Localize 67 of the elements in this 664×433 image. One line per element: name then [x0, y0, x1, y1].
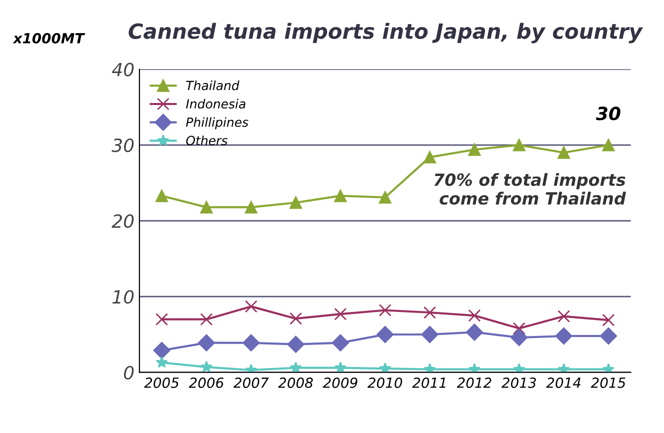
legend-label: Thailand [186, 80, 240, 90]
point [558, 363, 570, 372]
point [468, 309, 481, 322]
y-tick-label: 20 [112, 214, 134, 228]
y-tick-label: 30 [112, 138, 134, 152]
point [424, 363, 436, 372]
point [468, 363, 480, 372]
point [600, 327, 618, 345]
point [378, 304, 392, 316]
point [200, 200, 213, 214]
chart-title: Canned tuna imports into Japan, by country [128, 22, 644, 44]
x-tick-label: 2015 [590, 377, 626, 388]
point [512, 138, 526, 152]
point [558, 146, 570, 159]
y-tick-label: 0 [124, 366, 134, 380]
x-tick-label: 2008 [278, 377, 313, 388]
point [290, 312, 302, 325]
y-tick-label: 40 [112, 62, 134, 76]
point [244, 300, 258, 313]
point [378, 191, 392, 204]
point [334, 362, 346, 372]
x-tick-label: 2005 [144, 377, 179, 388]
x-tick-label: 2013 [502, 377, 536, 388]
point [376, 326, 394, 344]
point [602, 314, 615, 326]
x-tick-label: 2014 [546, 377, 580, 388]
point [156, 313, 168, 326]
point [156, 190, 168, 202]
legend-label: Indonesia [186, 98, 246, 109]
point [558, 310, 570, 323]
point [244, 200, 258, 214]
point [512, 322, 526, 335]
point [513, 363, 526, 372]
point [200, 313, 213, 326]
annotation: 30 [596, 106, 620, 120]
point [466, 324, 484, 341]
point [334, 190, 347, 202]
point [421, 326, 438, 344]
point [424, 306, 436, 319]
point [468, 143, 481, 156]
x-tick-label: 2012 [456, 377, 492, 388]
y-tick-label: 10 [112, 290, 134, 304]
point [198, 334, 215, 352]
y-axis-title: x1000MT [12, 32, 86, 44]
x-tick-label: 2011 [412, 377, 446, 388]
x-tick-label: 2009 [322, 377, 358, 388]
legend-label: Phillipines [186, 117, 248, 130]
legend-label: Others [186, 136, 228, 146]
point [290, 362, 302, 372]
point [153, 342, 170, 359]
point [290, 196, 302, 209]
point [200, 360, 212, 372]
point [332, 334, 350, 352]
point [602, 363, 614, 372]
point [379, 362, 392, 372]
x-tick-label: 2006 [188, 377, 224, 388]
x-tick-label: 2007 [233, 377, 269, 388]
x-tick-label: 2010 [368, 377, 402, 388]
point [334, 308, 347, 320]
annotation: 70% of total imports come from Thailand [434, 173, 626, 205]
point [287, 336, 304, 353]
point [424, 150, 436, 164]
point [510, 328, 528, 346]
point [602, 138, 615, 152]
point [555, 327, 572, 345]
point [156, 356, 168, 368]
point [242, 334, 260, 352]
